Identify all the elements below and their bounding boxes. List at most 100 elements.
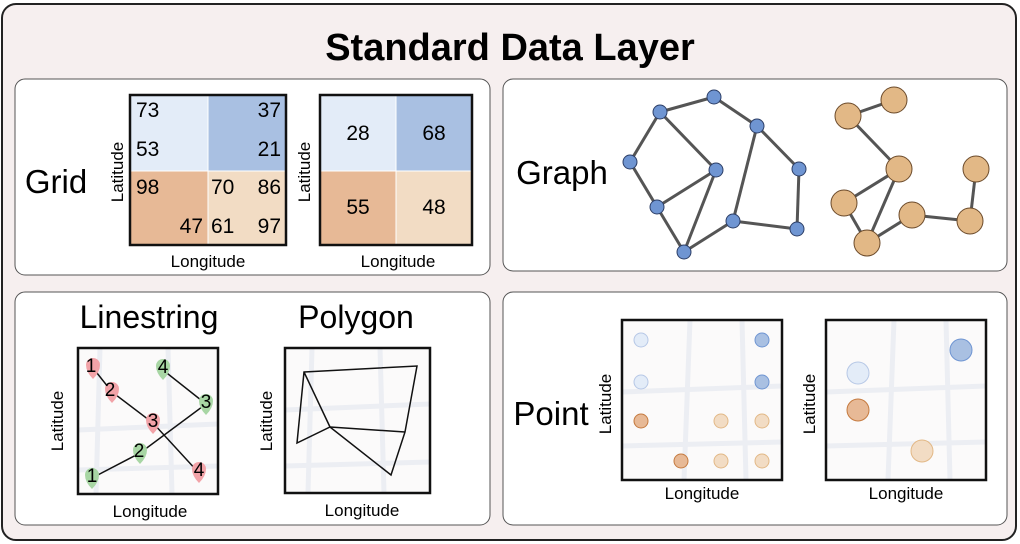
y-axis-label: Latitude xyxy=(596,374,615,435)
green-marker-label: 2 xyxy=(134,441,145,462)
fine-value: 21 xyxy=(258,138,281,161)
page-title: Standard Data Layer xyxy=(325,27,695,69)
point-map-left: Longitude Latitude xyxy=(596,318,784,503)
red-markers: 1 2 3 4 xyxy=(86,356,206,483)
point-markers-right xyxy=(846,338,973,463)
graph-node xyxy=(791,161,807,177)
point-marker xyxy=(754,332,770,348)
graph-node xyxy=(885,155,913,183)
fine-value: 53 xyxy=(136,138,159,161)
graph-edge xyxy=(713,95,758,128)
polygon-edge xyxy=(303,371,331,428)
point-marker xyxy=(754,374,770,390)
graph-edge xyxy=(755,124,801,171)
point-label: Point xyxy=(513,395,588,432)
graph-edge xyxy=(731,125,759,222)
linestring-map-border xyxy=(76,346,220,496)
polygon-outline xyxy=(296,365,418,477)
x-axis-label: Longitude xyxy=(171,252,246,271)
point-marker xyxy=(633,332,649,348)
green-marker-pin xyxy=(156,359,170,380)
point-marker xyxy=(673,453,689,469)
green-linestring xyxy=(91,369,208,479)
red-marker-label: 1 xyxy=(86,356,97,377)
point-marker xyxy=(846,361,870,385)
graph-node xyxy=(725,213,741,229)
x-axis-label: Longitude xyxy=(325,501,400,520)
graph-node xyxy=(676,244,692,260)
fine-grid-border xyxy=(128,93,288,247)
fine-cell-bl xyxy=(130,171,208,245)
graph-edge xyxy=(795,168,801,230)
street xyxy=(739,319,749,481)
street xyxy=(825,439,987,449)
grid-panel: Grid 73 53 37 21 98 47 70 86 61 97 Longi… xyxy=(14,78,491,276)
red-linestring xyxy=(92,367,199,473)
green-marker-label: 3 xyxy=(201,392,212,413)
point-map-streets xyxy=(621,319,783,481)
point-marker xyxy=(754,453,770,469)
blue-graph-nodes xyxy=(622,89,807,260)
y-axis-label: Latitude xyxy=(257,391,276,452)
graph-edge xyxy=(628,161,659,208)
linestring-lines xyxy=(91,367,208,479)
street xyxy=(621,439,783,449)
green-marker-pin xyxy=(133,443,147,464)
graph-node xyxy=(652,104,668,120)
fine-value: 98 xyxy=(136,176,159,199)
red-marker-label: 3 xyxy=(148,411,159,432)
point-map-border xyxy=(824,318,988,482)
red-marker-label: 2 xyxy=(105,380,116,401)
point-marker xyxy=(846,398,870,422)
graph-node xyxy=(706,89,722,105)
street xyxy=(284,459,431,469)
blue-graph-edges xyxy=(628,95,801,254)
point-marker xyxy=(949,338,973,362)
graph-edge xyxy=(659,95,715,114)
fine-value: 86 xyxy=(258,176,281,199)
street xyxy=(943,319,953,481)
coarse-grid: 28 68 55 48 Longitude Latitude xyxy=(295,93,474,271)
point-map-bg xyxy=(622,320,782,480)
point-marker xyxy=(754,413,770,429)
orange-graph-nodes xyxy=(830,86,990,257)
point-map-border xyxy=(620,318,784,482)
point-marker xyxy=(633,413,649,429)
y-axis-label: Latitude xyxy=(800,374,819,435)
graph-edge xyxy=(658,110,718,172)
y-axis-label: Latitude xyxy=(108,142,127,203)
coarse-cell-bl xyxy=(320,171,396,245)
fine-value: 73 xyxy=(136,99,159,122)
coarse-cell-br xyxy=(396,171,472,245)
graph-node xyxy=(962,155,990,183)
graph-edge xyxy=(683,219,734,254)
fine-cell-tr xyxy=(208,95,286,171)
fine-cell-br xyxy=(208,171,286,245)
red-marker-pin xyxy=(192,462,206,483)
graph-edge xyxy=(656,168,717,209)
polygon-map-border xyxy=(283,346,432,495)
fine-grid: 73 53 37 21 98 47 70 86 61 97 Longitude … xyxy=(108,93,288,271)
point-panel: Point Longitude xyxy=(502,291,1008,526)
coarse-value: 28 xyxy=(346,122,369,145)
fine-value: 61 xyxy=(211,215,234,238)
green-marker-pin xyxy=(199,394,213,415)
graph-node xyxy=(898,201,926,229)
green-marker-label: 4 xyxy=(158,357,169,378)
polygon-shape xyxy=(296,365,418,477)
point-marker xyxy=(633,374,649,390)
coarse-grid-border xyxy=(318,93,474,247)
polygon-edge xyxy=(329,426,406,433)
point-map-streets xyxy=(825,319,987,481)
y-axis-label: Latitude xyxy=(48,391,67,452)
graph-panel: Graph xyxy=(502,78,1008,272)
linestring-map: 1 2 3 4 1 2 3 4 Longitude Latitude xyxy=(48,346,220,521)
fine-value: 37 xyxy=(258,99,281,122)
coarse-value: 48 xyxy=(422,196,445,219)
graph-label: Graph xyxy=(516,154,608,191)
graph-edge xyxy=(628,111,662,163)
fine-cell-tl xyxy=(130,95,208,171)
street xyxy=(825,383,987,395)
graph-node xyxy=(708,162,724,178)
